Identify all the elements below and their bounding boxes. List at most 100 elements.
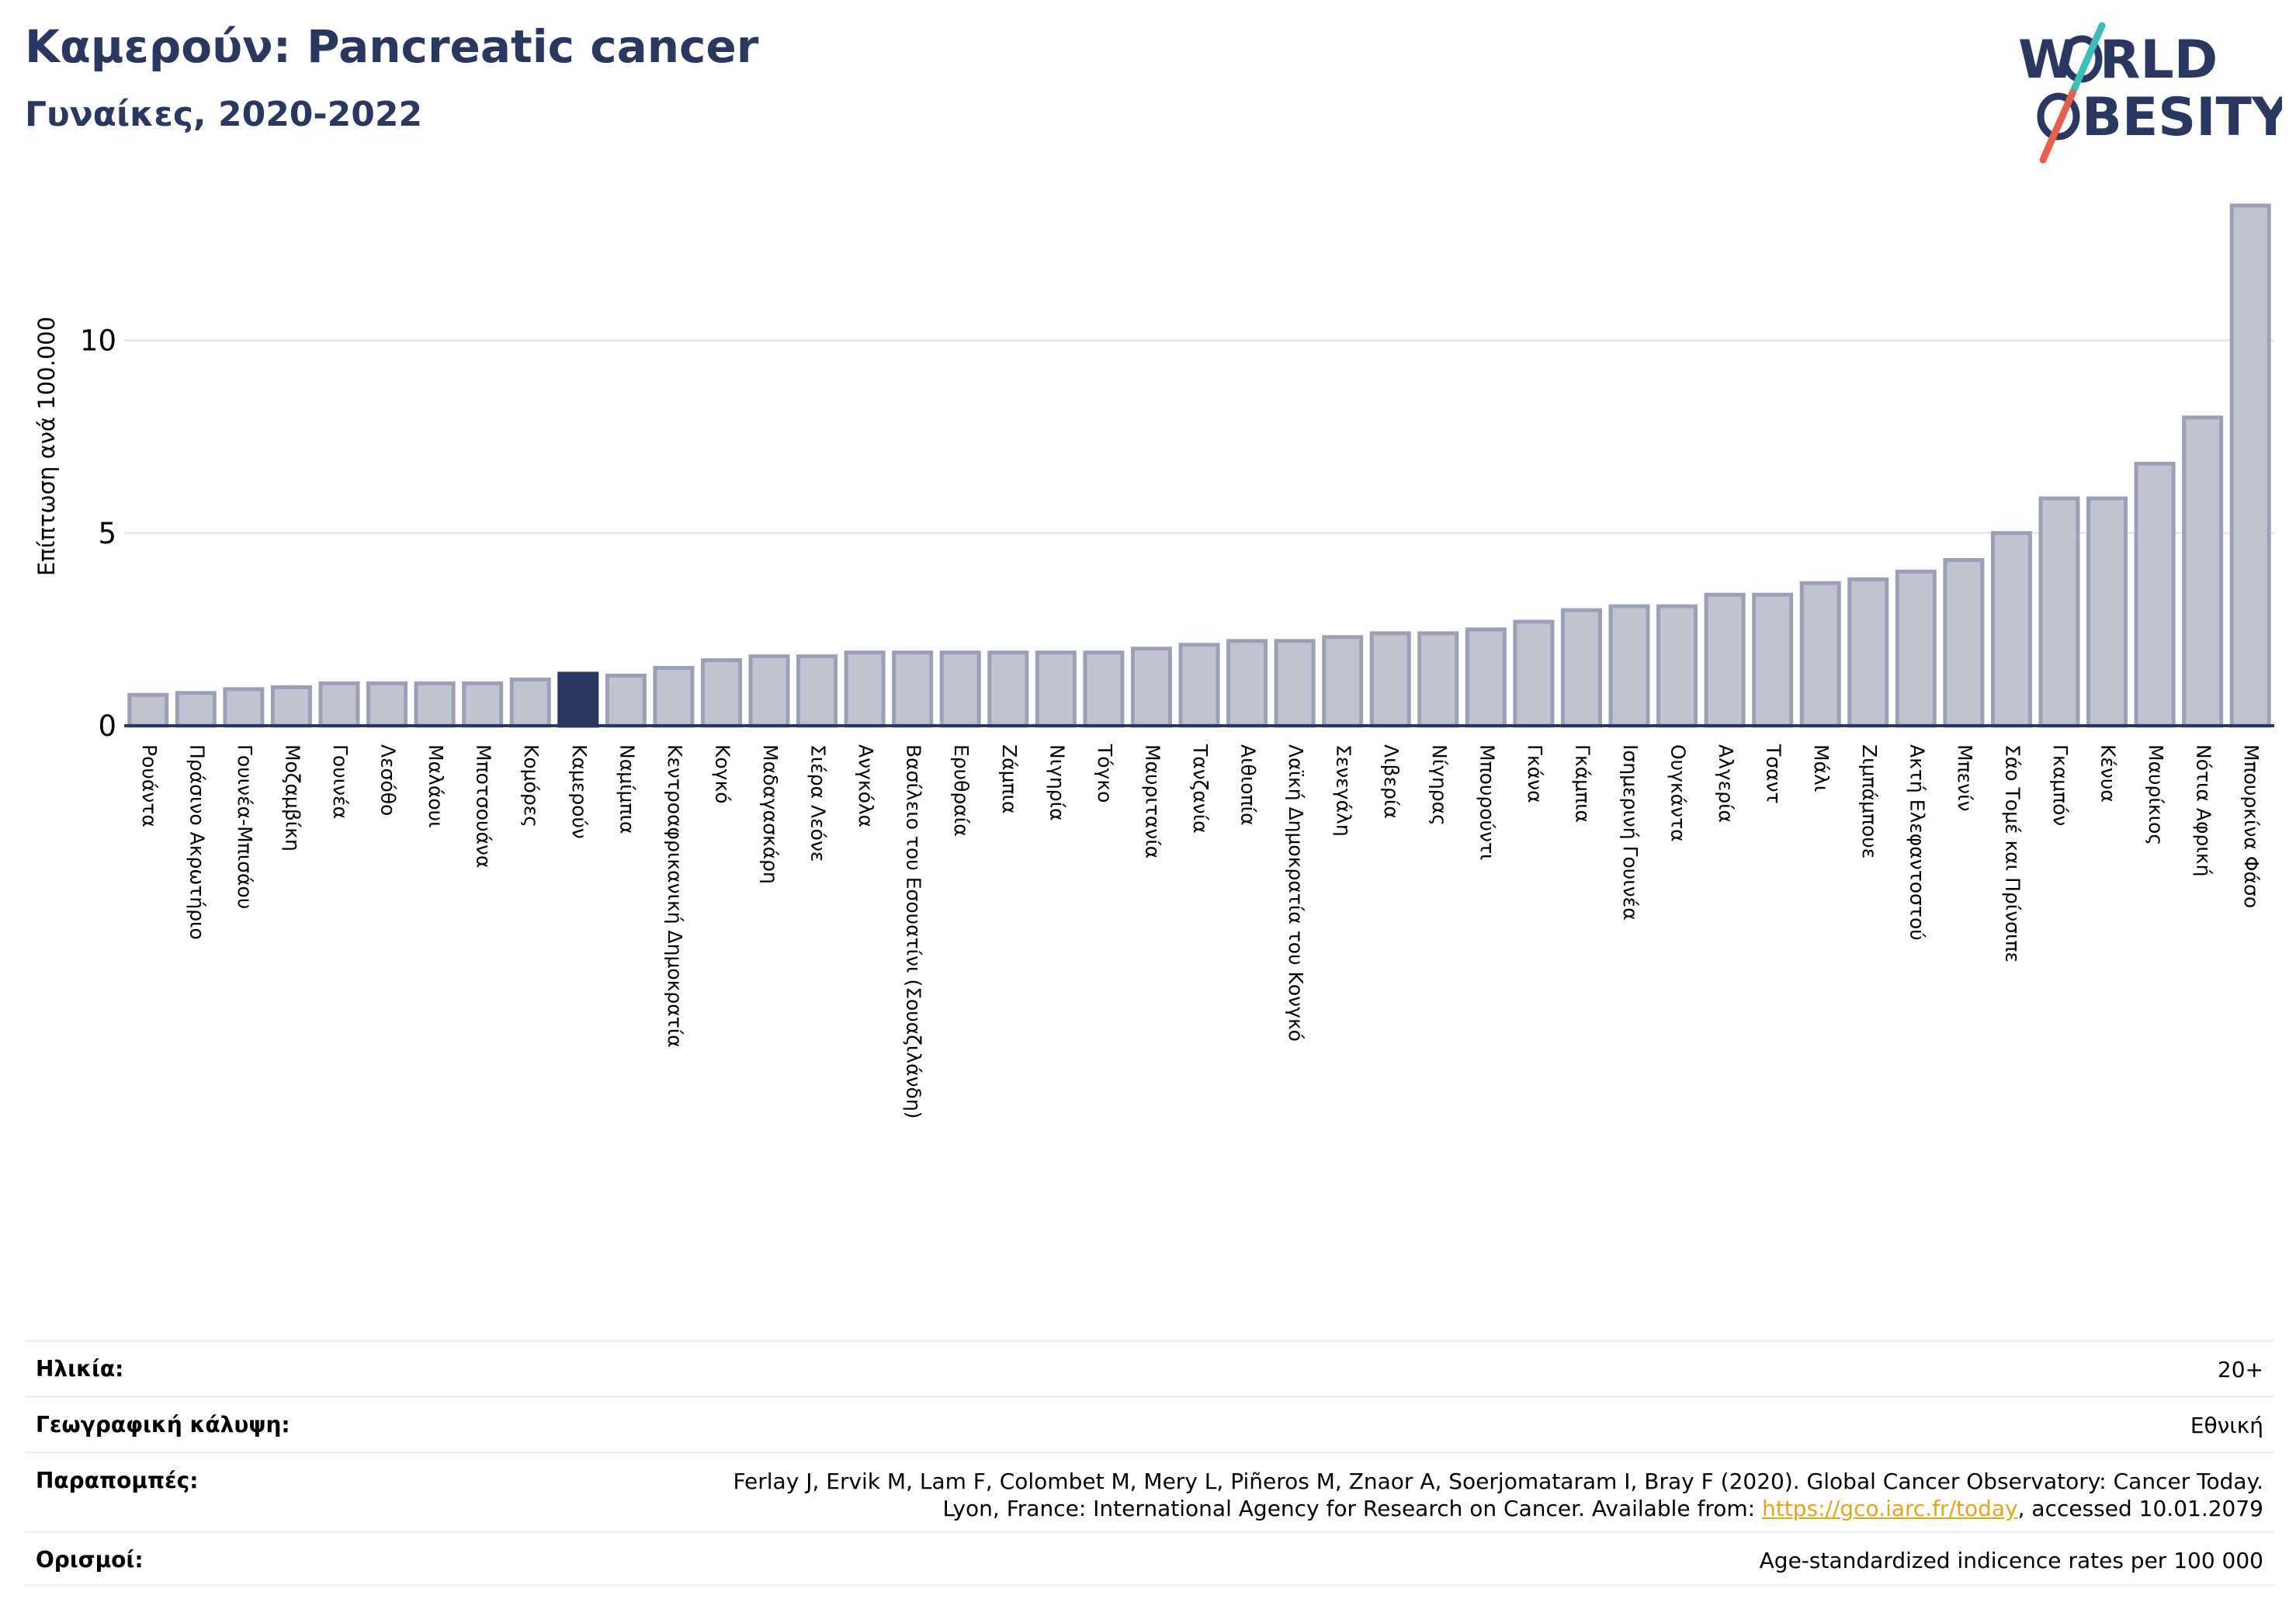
references-label: Παραπομπές: [36, 1468, 199, 1493]
coverage-value: Εθνική [2190, 1413, 2263, 1438]
bar [748, 654, 790, 728]
category-label: Λεσόθο [377, 744, 400, 816]
category-label: Ισημερινή Γουινέα [1619, 744, 1642, 921]
category-label: Ακτή Ελεφαντοστού [1906, 744, 1928, 941]
category-label: Τανζανία [1189, 744, 1212, 834]
references-line2: Lyon, France: International Agency for R… [733, 1495, 2263, 1522]
bar [175, 691, 217, 728]
category-label: Μαδαγασκάρη [759, 744, 782, 884]
bar-highlighted [557, 671, 599, 728]
bar [1799, 581, 1841, 728]
category-label: Ρουάντα [138, 744, 161, 827]
info-row-age: Ηλικία: 20+ [25, 1340, 2274, 1396]
bar [414, 681, 456, 728]
category-label: Λαϊκή Δημοκρατία του Κονγκό [1285, 744, 1307, 1042]
bar [939, 650, 981, 728]
category-label: Μποτσουάνα [473, 744, 495, 869]
category-label: Μπουρκίνα Φάσο [2240, 744, 2263, 908]
logo-slash-top [2069, 22, 2106, 97]
info-row-definitions: Ορισμοί: Age-standardized indicence rate… [25, 1531, 2274, 1587]
logo-text-world-right: RLD [2100, 29, 2218, 91]
age-value: 20+ [2217, 1357, 2263, 1382]
category-label: Νίγηρας [1428, 744, 1451, 826]
bar [700, 658, 742, 728]
category-label: Πράσινο Ακρωτήριο [186, 744, 208, 940]
category-label: Μάλι [1810, 744, 1833, 792]
category-label: Σενεγάλη [1333, 744, 1355, 837]
category-label: Μαυριτανία [1141, 744, 1164, 858]
category-label: Μαλάουι [425, 744, 447, 828]
y-tick-label: 10 [80, 324, 116, 358]
category-labels-layer: Ρουάντα Πράσινο Ακρωτήριο Γουινέα-Μπισάου Μ… [138, 744, 2263, 1118]
logo-o-obesity [2037, 92, 2080, 140]
category-label: Κογκό [711, 744, 734, 804]
bar [1513, 619, 1555, 728]
y-tick-label: 5 [98, 517, 116, 550]
chart-title: Καμερούν: Pancreatic cancer [25, 20, 759, 73]
references-line1: Ferlay J, Ervik M, Lam F, Colombet M, Me… [733, 1469, 2263, 1494]
category-label: Κομόρες [520, 744, 543, 827]
y-axis-label: Επίπτωση ανά 100.000 [33, 317, 60, 576]
bar [1465, 627, 1507, 728]
bar [1704, 592, 1746, 728]
bar [270, 685, 312, 728]
bar [844, 650, 886, 728]
bar [2229, 203, 2271, 728]
category-label: Ανγκόλα [855, 744, 877, 827]
bar [1847, 577, 1889, 728]
bar [1035, 650, 1077, 728]
bar [127, 692, 169, 728]
bar [1178, 643, 1220, 728]
bar [1369, 631, 1411, 728]
logo-slash-bottom [2039, 89, 2076, 164]
category-label: Νιγηρία [1046, 744, 1068, 821]
definitions-value: Age-standardized indicence rates per 100… [1759, 1548, 2263, 1573]
bar [1560, 608, 1602, 728]
category-label: Ζιμπάμπουε [1858, 744, 1881, 858]
age-label: Ηλικία: [36, 1356, 124, 1382]
category-label: Αιθιοπία [1237, 744, 1260, 826]
references-value: Ferlay J, Ervik M, Lam F, Colombet M, Me… [733, 1468, 2263, 1531]
bar [318, 681, 360, 728]
info-table: Ηλικία: 20+ Γεωγραφική κάλυψη: Εθνική Πα… [25, 1340, 2274, 1587]
category-label: Μαυρίκιος [2145, 744, 2167, 845]
world-obesity-logo: W RLD BESITY [2018, 22, 2282, 164]
category-label: Αλγερία [1715, 744, 1737, 823]
bar [1226, 639, 1268, 728]
bar [462, 681, 504, 728]
category-label: Σιέρα Λεόνε [807, 744, 830, 862]
bar [509, 677, 551, 728]
bar [1656, 604, 1698, 728]
category-label: Γουινέα [329, 744, 352, 819]
bar [1417, 631, 1459, 728]
category-label: Ερυθραία [950, 744, 973, 837]
bar [892, 650, 934, 728]
bar [1274, 639, 1316, 728]
bar-chart: 0 5 10 Ρουάντα Πράσινο Ακρωτήριο Γουινέα-Μπι… [33, 203, 2274, 1118]
logo-text-obesity-right: BESITY [2082, 87, 2282, 148]
category-label: Κένυα [2097, 744, 2120, 803]
bar [796, 654, 838, 728]
bar [2086, 496, 2128, 728]
category-label: Γουινέα-Μπισάου [234, 744, 256, 909]
category-label: Τόγκο [1094, 744, 1116, 803]
axis-layer: 0 5 10 [80, 324, 2274, 743]
info-row-coverage: Γεωγραφική κάλυψη: Εθνική [25, 1396, 2274, 1451]
category-label: Σάο Τομέ και Πρίνσιπε [2001, 744, 2024, 962]
bar [2038, 496, 2080, 728]
category-label: Κεντροαφρικανική Δημοκρατία [664, 744, 686, 1048]
bar [1083, 650, 1125, 728]
category-label: Ζάμπια [998, 744, 1021, 814]
bar [1752, 592, 1794, 728]
category-label: Τσαντ [1763, 744, 1785, 804]
category-label: Λιβερία [1380, 744, 1403, 819]
y-tick-label: 0 [98, 709, 116, 743]
bar [987, 650, 1029, 728]
category-label: Βασίλειο του Εσουατίνι (Σουαζιλάνδη) [903, 744, 925, 1118]
chart-subtitle: Γυναίκες, 2020-2022 [25, 95, 423, 134]
category-label: Ουγκάντα [1667, 744, 1690, 842]
references-link[interactable]: https://gco.iarc.fr/today [1762, 1496, 2018, 1521]
category-label: Νότια Αφρική [2193, 744, 2215, 876]
category-label: Μοζαμβίκη [281, 744, 303, 851]
references-line2-pre: Lyon, France: International Agency for R… [942, 1496, 1762, 1521]
